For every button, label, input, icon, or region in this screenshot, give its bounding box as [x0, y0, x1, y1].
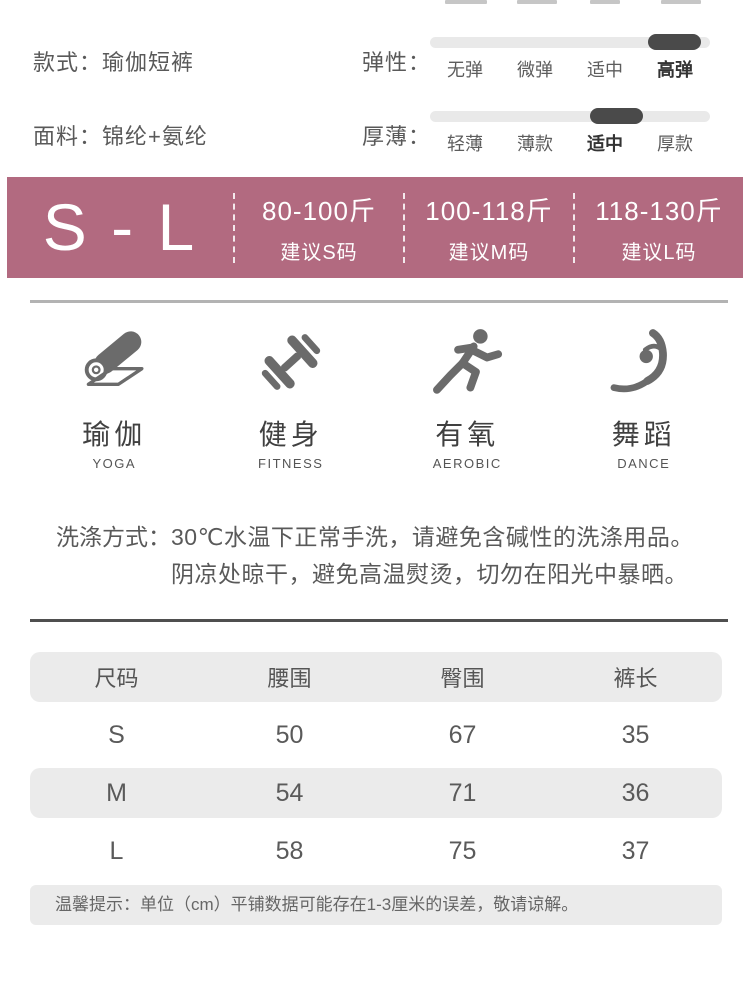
fabric-attribute: 面料：锦纶+氨纶 [33, 119, 208, 151]
runner-icon [433, 329, 503, 394]
activity-aerobic: 有氧 AEROBIC [379, 323, 556, 471]
elasticity-slider-thumb [648, 34, 701, 50]
elasticity-slider-track [430, 37, 710, 48]
size-table-header: 尺码 腰围 臀围 裤长 [30, 652, 722, 702]
size-table: 尺码 腰围 臀围 裤长 S 50 67 35 M 54 71 36 L 58 7… [30, 652, 722, 925]
column-header: 尺码 [94, 666, 139, 691]
washing-instructions: 洗涤方式： 30℃水温下正常手洗，请避免含碱性的洗涤用品。 阴凉处晾干，避免高温… [56, 519, 694, 593]
elasticity-option-selected: 高弹 [657, 60, 693, 80]
size-range: S - L [42, 190, 198, 264]
dumbbell-icon [261, 334, 320, 390]
activity-label-zh: 瑜伽 [82, 419, 147, 450]
washing-line-1: 30℃水温下正常手洗，请避免含碱性的洗涤用品。 [171, 524, 694, 550]
table-row-s: S 50 67 35 [30, 702, 722, 768]
thickness-option: 轻薄 [447, 134, 483, 154]
activity-grid: 瑜伽 YOGA 健身 FITNESS [26, 323, 732, 471]
elasticity-option: 微弹 [517, 60, 553, 80]
yoga-mat-icon [85, 331, 144, 386]
dashed-divider [573, 192, 575, 263]
size-recommendation-l: 118-130斤 建议L码 [575, 191, 743, 265]
thickness-option: 厚款 [657, 134, 693, 154]
size-recommendation-m: 100-118斤 建议M码 [405, 191, 573, 265]
thickness-options: 轻薄 薄款 适中 厚款 [430, 130, 710, 156]
fabric-value: 锦纶+氨纶 [102, 124, 208, 149]
weight-range: 100-118斤 [425, 195, 553, 226]
thickness-label: 厚薄： [362, 124, 432, 149]
thickness-option-selected: 适中 [587, 134, 623, 154]
cell-length: 36 [621, 778, 650, 807]
activity-yoga: 瑜伽 YOGA [26, 323, 203, 471]
elasticity-options: 无弹 微弹 适中 高弹 [430, 56, 710, 82]
cell-hip: 75 [448, 837, 477, 865]
weight-range: 80-100斤 [262, 195, 376, 226]
activity-fitness: 健身 FITNESS [203, 323, 380, 471]
style-value: 瑜伽短裤 [102, 50, 195, 75]
size-note: 温馨提示：单位（cm）平铺数据可能存在1-3厘米的误差，敬请谅解。 [30, 885, 722, 925]
cropped-text-remnant [445, 0, 487, 4]
dashed-divider [403, 192, 405, 263]
style-label: 款式： [33, 50, 103, 75]
table-row-l: L 58 75 37 [30, 818, 722, 885]
dancer-icon [610, 329, 667, 393]
column-header: 臀围 [440, 666, 485, 691]
activity-label-en: FITNESS [258, 456, 324, 471]
size-recommendation-s: 80-100斤 建议S码 [235, 191, 403, 265]
thickness-option: 薄款 [517, 134, 553, 154]
size-banner: S - L 80-100斤 建议S码 100-118斤 建议M码 118-130… [7, 177, 743, 278]
cell-waist: 54 [275, 778, 304, 807]
cell-size: L [109, 837, 124, 865]
fabric-label: 面料： [33, 124, 103, 149]
suggested-size: 建议L码 [621, 241, 697, 264]
cell-length: 37 [621, 837, 650, 865]
cell-hip: 67 [448, 720, 477, 749]
thickness-slider-track [430, 111, 710, 122]
elasticity-label: 弹性： [362, 50, 432, 75]
cropped-text-remnant [661, 0, 701, 4]
section-divider [30, 300, 728, 303]
column-header: 裤长 [613, 666, 658, 691]
washing-line-2: 阴凉处晾干，避免高温熨烫，切勿在阳光中暴晒。 [171, 561, 688, 587]
activity-label-zh: 舞蹈 [611, 419, 676, 450]
cropped-text-remnant [517, 0, 557, 4]
column-header: 腰围 [267, 666, 312, 691]
washing-text: 30℃水温下正常手洗，请避免含碱性的洗涤用品。 阴凉处晾干，避免高温熨烫，切勿在… [171, 519, 694, 593]
cell-size: M [106, 778, 127, 807]
table-row-m: M 54 71 36 [30, 768, 722, 818]
elasticity-option: 适中 [587, 60, 623, 80]
cell-waist: 50 [275, 720, 304, 749]
elasticity-option: 无弹 [447, 60, 483, 80]
cropped-text-remnant [590, 0, 620, 4]
cell-size: S [108, 720, 125, 749]
weight-range: 118-130斤 [595, 195, 723, 226]
cell-waist: 58 [275, 837, 304, 865]
section-divider [30, 619, 728, 622]
activity-label-en: DANCE [617, 456, 671, 471]
suggested-size: 建议S码 [280, 241, 358, 264]
activity-label-zh: 健身 [258, 419, 323, 450]
washing-label: 洗涤方式： [56, 524, 171, 550]
style-attribute: 款式：瑜伽短裤 [33, 45, 194, 77]
activity-label-en: AEROBIC [432, 456, 502, 471]
cell-length: 35 [621, 720, 650, 749]
activity-label-zh: 有氧 [435, 419, 500, 450]
thickness-slider-thumb [590, 108, 643, 124]
suggested-size: 建议M码 [448, 241, 530, 264]
cell-hip: 71 [448, 778, 477, 807]
activity-dance: 舞蹈 DANCE [556, 323, 733, 471]
activity-label-en: YOGA [92, 456, 137, 471]
dashed-divider [233, 192, 235, 263]
